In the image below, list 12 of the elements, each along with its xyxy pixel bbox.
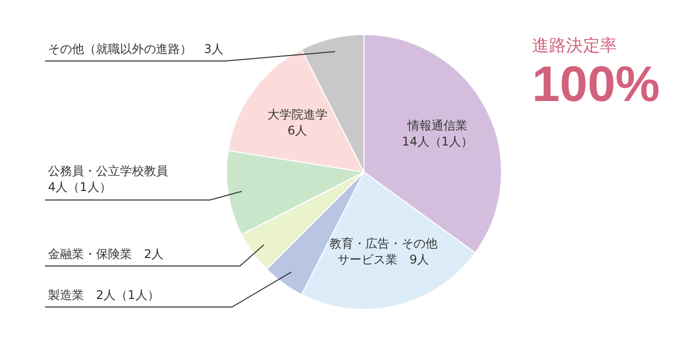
text: 進路決定率 xyxy=(532,35,618,57)
slice-label: その他（就職以外の進路） 3人 xyxy=(48,42,224,56)
data-label: 6人 xyxy=(287,124,308,138)
text: 100% xyxy=(532,56,660,112)
slice-label: 教育・広告・その他サービス業 9人 xyxy=(329,236,438,266)
slice-label: 製造業 2人（1人） xyxy=(48,288,160,302)
slice-label: 大学院進学 xyxy=(267,108,328,122)
data-label: 4人（1人） xyxy=(48,180,112,194)
slice-label: 金融業・保険業 2人 xyxy=(48,247,164,262)
slice-label: 情報通信業 xyxy=(406,118,468,133)
slice-label: 公務員・公立学校教員 xyxy=(48,164,168,178)
data-label: 14人（1人） xyxy=(402,134,473,149)
